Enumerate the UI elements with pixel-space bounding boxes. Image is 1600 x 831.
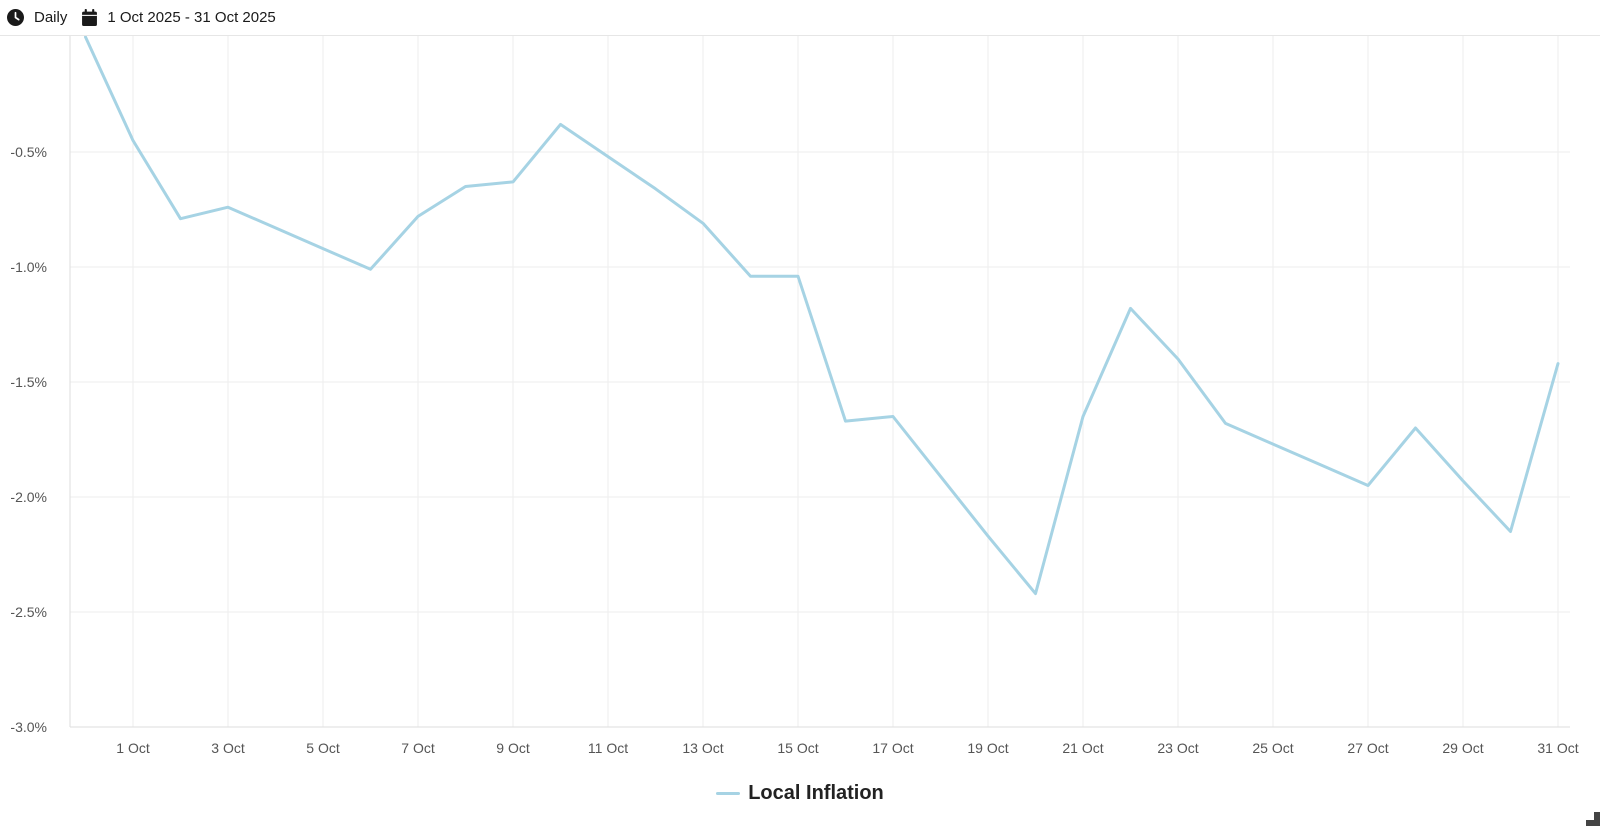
y-tick-label: -2.0% (10, 489, 47, 505)
x-tick-label: 11 Oct (588, 740, 628, 756)
interval-selector[interactable]: Daily (7, 9, 67, 26)
x-tick-label: 7 Oct (401, 740, 435, 756)
x-tick-label: 19 Oct (967, 740, 1008, 756)
x-tick-label: 29 Oct (1442, 740, 1483, 756)
chart-series[interactable] (84, 36, 1560, 596)
x-tick-label: 17 Oct (872, 740, 913, 756)
interval-label: Daily (34, 9, 68, 26)
x-tick-label: 25 Oct (1252, 740, 1293, 756)
x-tick-label: 21 Oct (1062, 740, 1103, 756)
chart-toolbar: Daily 1 Oct 2025 - 31 Oct 2025 (0, 0, 1600, 36)
chart-grid (70, 36, 1570, 728)
y-tick-label: -1.0% (10, 259, 47, 275)
x-tick-label: 5 Oct (306, 740, 340, 756)
chart-legend: Local Inflation (0, 782, 1600, 805)
legend-swatch (716, 792, 741, 795)
y-tick-label: -1.5% (10, 374, 47, 390)
x-tick-label: 23 Oct (1157, 740, 1198, 756)
line-chart: -0.5% -1.0% -1.5% -2.0% -2.5% -3.0% 1 Oct 3 Oct… (10, 36, 1579, 756)
x-tick-label: 3 Oct (211, 740, 245, 756)
x-tick-label: 13 Oct (682, 740, 723, 756)
x-tick-label: 9 Oct (496, 740, 530, 756)
x-tick-label: 27 Oct (1347, 740, 1388, 756)
date-range-picker[interactable]: 1 Oct 2025 - 31 Oct 2025 (82, 9, 276, 26)
y-tick-label: -2.5% (10, 604, 47, 620)
clock-icon (7, 9, 24, 26)
x-tick-label: 31 Oct (1537, 740, 1578, 756)
chart-axes: -0.5% -1.0% -1.5% -2.0% -2.5% -3.0% 1 Oct 3 Oct… (10, 36, 1579, 756)
calendar-icon (82, 9, 98, 26)
resize-handle-icon[interactable] (1582, 808, 1600, 826)
x-tick-label: 15 Oct (777, 740, 818, 756)
date-range-label: 1 Oct 2025 - 31 Oct 2025 (107, 9, 276, 26)
series-line-local-inflation[interactable] (84, 36, 1560, 596)
y-tick-label: -3.0% (10, 719, 47, 735)
y-tick-label: -0.5% (10, 144, 47, 160)
x-tick-label: 1 Oct (116, 740, 150, 756)
legend-label: Local Inflation (748, 782, 884, 804)
legend-item-local-inflation[interactable]: Local Inflation (716, 782, 884, 805)
